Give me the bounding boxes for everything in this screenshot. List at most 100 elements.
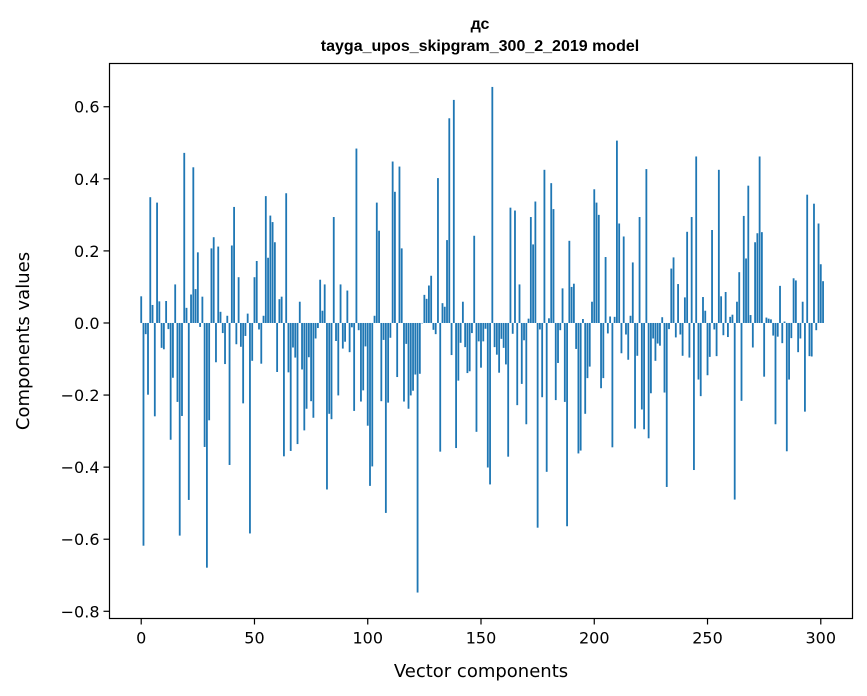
bar-299 xyxy=(817,223,820,323)
bar-2 xyxy=(144,322,147,335)
bar-119 xyxy=(409,322,412,396)
bar-132 xyxy=(439,322,442,452)
bar-22 xyxy=(190,294,192,323)
bar-63 xyxy=(283,322,285,457)
bar-245 xyxy=(695,156,698,323)
bar-75 xyxy=(310,322,313,402)
bar-205 xyxy=(604,257,607,323)
bar-210 xyxy=(616,140,618,323)
bar-279 xyxy=(772,322,775,336)
bar-144 xyxy=(466,322,469,374)
bar-271 xyxy=(754,242,756,323)
bar-101 xyxy=(369,322,371,486)
bar-204 xyxy=(602,322,605,379)
bar-85 xyxy=(332,217,335,323)
bar-238 xyxy=(679,322,682,335)
bar-55 xyxy=(264,196,267,323)
bar-141 xyxy=(459,322,462,343)
bar-150 xyxy=(480,322,482,368)
y-tick-label-0: −0.8 xyxy=(61,602,100,621)
bar-49 xyxy=(251,322,254,361)
bar-275 xyxy=(763,322,766,377)
bar-263 xyxy=(736,301,738,323)
bar-66 xyxy=(289,322,292,451)
bar-234 xyxy=(670,268,673,323)
bar-227 xyxy=(654,322,657,361)
bar-223 xyxy=(645,169,648,323)
bar-196 xyxy=(584,322,587,414)
bar-86 xyxy=(335,322,337,341)
bar-293 xyxy=(804,322,806,412)
bar-126 xyxy=(425,298,428,323)
bar-19 xyxy=(183,152,186,323)
bar-157 xyxy=(495,322,498,355)
bar-105 xyxy=(378,230,380,323)
x-tick-label-3: 150 xyxy=(466,629,497,648)
bar-103 xyxy=(373,315,376,323)
bar-202 xyxy=(597,214,600,323)
bar-82 xyxy=(326,322,328,490)
bar-7 xyxy=(156,202,158,323)
bar-173 xyxy=(532,244,534,323)
bar-15 xyxy=(174,284,177,323)
bar-91 xyxy=(346,290,349,323)
bar-287 xyxy=(790,322,793,339)
bar-113 xyxy=(396,322,399,378)
bar-44 xyxy=(239,322,242,347)
bar-80 xyxy=(321,310,324,323)
bar-107 xyxy=(382,322,385,340)
bar-265 xyxy=(740,322,743,401)
bar-20 xyxy=(185,307,188,323)
x-tick-label-4: 200 xyxy=(579,629,610,648)
bar-212 xyxy=(620,322,623,354)
bar-267 xyxy=(745,258,747,323)
bar-53 xyxy=(260,322,263,364)
bar-252 xyxy=(711,230,713,323)
bar-242 xyxy=(688,322,691,358)
bar-211 xyxy=(618,223,621,323)
bar-300 xyxy=(819,264,822,323)
bar-71 xyxy=(301,322,303,370)
bar-161 xyxy=(505,322,507,365)
bar-47 xyxy=(246,313,249,323)
bar-195 xyxy=(582,319,584,323)
bar-217 xyxy=(631,262,634,323)
x-tick-label-5: 250 xyxy=(692,629,723,648)
bar-35 xyxy=(219,311,222,323)
bar-281 xyxy=(776,322,779,337)
bar-176 xyxy=(538,322,541,330)
bar-58 xyxy=(271,222,274,323)
bar-97 xyxy=(360,322,362,402)
bar-190 xyxy=(570,286,573,323)
bar-225 xyxy=(649,322,652,394)
bar-29 xyxy=(206,322,208,568)
bar-16 xyxy=(176,322,179,402)
bar-43 xyxy=(237,277,240,323)
x-axis-label: Vector components xyxy=(394,661,568,682)
bar-100 xyxy=(366,322,369,426)
bar-250 xyxy=(706,322,709,376)
bar-84 xyxy=(330,322,333,420)
bar-33 xyxy=(215,322,217,363)
bar-178 xyxy=(543,169,546,323)
bar-148 xyxy=(475,322,478,432)
x-tick-label-0: 0 xyxy=(136,629,146,648)
bar-233 xyxy=(668,322,670,330)
bar-168 xyxy=(520,322,523,384)
bar-9 xyxy=(160,322,163,348)
bar-112 xyxy=(394,191,396,323)
bar-118 xyxy=(407,322,410,409)
bar-186 xyxy=(561,288,564,323)
bar-83 xyxy=(328,322,331,414)
bar-209 xyxy=(613,316,616,323)
bar-54 xyxy=(262,315,265,323)
bar-158 xyxy=(498,322,501,373)
bar-18 xyxy=(181,322,183,416)
bar-102 xyxy=(371,322,374,467)
bar-203 xyxy=(600,322,602,389)
bar-73 xyxy=(305,322,308,409)
bar-165 xyxy=(514,210,516,323)
bar-109 xyxy=(387,322,390,403)
bar-95 xyxy=(355,148,358,323)
x-tick-label-6: 300 xyxy=(806,629,837,648)
